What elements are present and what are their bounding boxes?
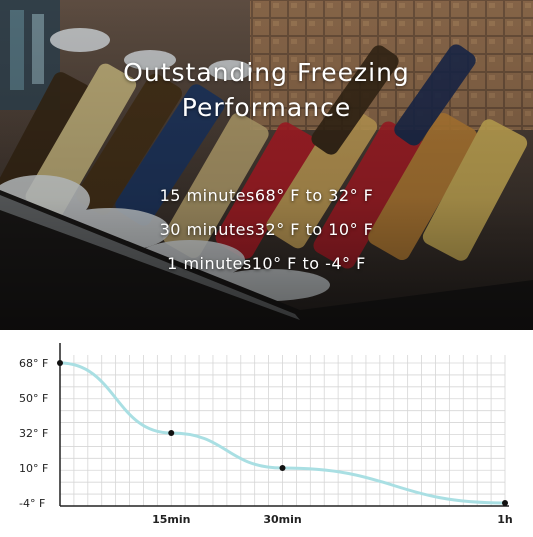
stat-line-1: 15 minutes68° F to 32° F (159, 186, 374, 205)
data-markers (57, 360, 508, 506)
y-tick-label: -4° F (19, 497, 45, 510)
x-tick-label: 1h (497, 513, 513, 526)
y-tick-label: 50° F (19, 392, 48, 405)
y-tick-label: 10° F (19, 462, 48, 475)
beer-bottles-on-ice-photo (0, 0, 533, 330)
hero-banner: Outstanding Freezing Performance 15 minu… (0, 0, 533, 330)
y-tick-label: 32° F (19, 427, 48, 440)
chart-svg: 68° F 50° F 32° F 10° F -4° F 15min 30min 1h (19, 343, 513, 526)
stat-line-3: 1 minutes10° F to -4° F (167, 254, 366, 273)
headline-line-1: Outstanding Freezing (123, 58, 410, 87)
temperature-chart: 68° F 50° F 32° F 10° F -4° F 15min 30min 1h (0, 330, 533, 533)
x-tick-label: 30min (263, 513, 301, 526)
headline-line-2: Performance (181, 93, 352, 122)
tick-labels: 68° F 50° F 32° F 10° F -4° F 15min 30min 1h (19, 357, 513, 526)
grid (59, 355, 506, 507)
data-point (279, 465, 286, 471)
data-point (57, 360, 63, 366)
stat-line-2: 30 minutes32° F to 10° F (159, 220, 374, 239)
x-tick-label: 15min (152, 513, 190, 526)
data-point (502, 500, 508, 506)
data-point (168, 430, 175, 436)
y-tick-label: 68° F (19, 357, 48, 370)
series-line (58, 361, 507, 505)
